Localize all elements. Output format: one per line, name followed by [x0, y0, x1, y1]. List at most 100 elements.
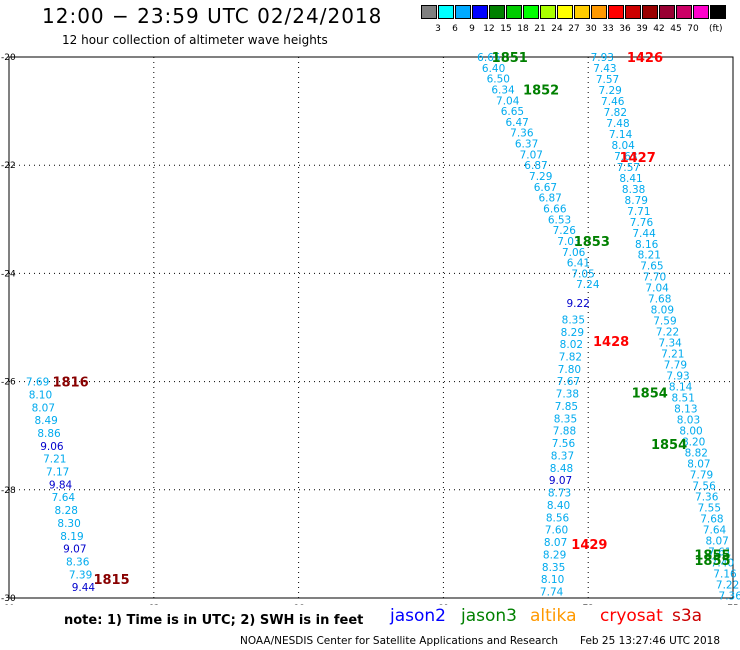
- wave-height-value: 7.93: [666, 371, 689, 383]
- wave-height-value: 8.51: [672, 393, 695, 405]
- legend-swatch: [472, 5, 488, 19]
- lon-label: 63: [148, 604, 159, 605]
- legend-swatch: [438, 5, 454, 19]
- wave-height-value: 7.68: [700, 513, 723, 525]
- legend-label: 42: [653, 24, 665, 34]
- legend-swatch: [557, 5, 573, 19]
- pass-label: 1427: [620, 151, 656, 166]
- wave-height-value: 7.06: [562, 247, 586, 259]
- wave-height-value: 8.20: [682, 436, 705, 448]
- legend-swatch: [523, 5, 539, 19]
- lon-label: 72: [582, 604, 593, 605]
- wave-height-value: 9.06: [40, 441, 64, 453]
- wave-height-value: 8.04: [611, 140, 635, 152]
- legend-label: 70: [687, 24, 699, 34]
- legend-swatch: [540, 5, 556, 19]
- wave-height-value: 7.21: [661, 349, 684, 361]
- legend-swatch: [693, 5, 709, 19]
- wave-height-value: 8.29: [561, 327, 584, 339]
- wave-height-value: 8.07: [705, 535, 728, 547]
- legend-swatch: [659, 5, 675, 19]
- lat-label: -26: [1, 378, 16, 388]
- legend-unit: (ft): [709, 24, 723, 34]
- pass-label: 1851: [492, 51, 528, 66]
- wave-height-value: 8.48: [550, 463, 573, 475]
- wave-height-value: 8.13: [674, 404, 697, 416]
- wave-height-value: 6.41: [567, 258, 590, 270]
- legend-label: 3: [435, 24, 441, 34]
- legend-label: 9: [469, 24, 475, 34]
- wave-height-value: 7.44: [632, 228, 656, 240]
- wave-height-value: 7.56: [692, 480, 716, 492]
- wave-height-value: 6.66: [543, 203, 567, 215]
- pass-label: 1426: [627, 51, 663, 66]
- wave-height-value: 8.40: [547, 500, 570, 512]
- wave-height-value: 8.82: [685, 447, 708, 459]
- pass-label: 1815: [93, 573, 129, 588]
- lon-label: 66: [293, 604, 305, 605]
- wave-height-value: 7.21: [43, 454, 66, 466]
- wave-height-value: 8.56: [546, 512, 570, 524]
- wave-height-value: 8.30: [57, 518, 80, 530]
- legend-s3a: s3a: [672, 606, 703, 626]
- pass-label: 1429: [571, 538, 607, 553]
- wave-height-value: 7.39: [69, 569, 92, 581]
- wave-height-value: 6.40: [482, 63, 505, 75]
- wave-height-value: 7.55: [698, 502, 721, 514]
- wave-height-value: 6.37: [515, 139, 538, 151]
- wave-height-value: 7.67: [557, 376, 580, 388]
- lat-label: -22: [1, 161, 16, 171]
- wave-height-value: 6.53: [548, 214, 571, 226]
- wave-height-value: 6.65: [477, 52, 500, 64]
- legend-swatch: [591, 5, 607, 19]
- note-text: note: 1) Time is in UTC; 2) SWH is in fe…: [64, 613, 364, 628]
- wave-height-value: 6.65: [501, 106, 524, 118]
- legend-cryosat: cryosat: [600, 606, 663, 626]
- wave-height-value: 7.26: [553, 225, 577, 237]
- lon-label: 60: [3, 604, 15, 605]
- wave-height-value: 6.87: [538, 193, 561, 205]
- legend-swatch: [506, 5, 522, 19]
- wave-height-value: 8.79: [625, 195, 648, 207]
- wave-height-value: 8.03: [677, 415, 700, 427]
- wave-height-value: 7.82: [604, 107, 627, 119]
- wave-height-value: 7.38: [556, 389, 579, 401]
- wave-height-value: 7.82: [559, 351, 582, 363]
- wave-height-value: 7.29: [598, 85, 621, 97]
- wave-height-value: 7.36: [695, 491, 719, 503]
- wave-height-value: 7.88: [553, 426, 576, 438]
- wave-height-value: 7.22: [716, 579, 739, 591]
- wave-height-value: 7.04: [496, 95, 520, 107]
- lat-label: -24: [1, 269, 16, 279]
- footer-timestamp: Feb 25 13:27:46 UTC 2018: [580, 635, 720, 647]
- legend-label: 15: [500, 24, 512, 34]
- wave-height-value: 7.34: [658, 338, 682, 350]
- wave-height-value: 8.35: [562, 314, 585, 326]
- wave-height-value: 7.05: [571, 268, 594, 280]
- wave-height-value: 7.43: [593, 63, 616, 75]
- wave-height-value: 7.63: [614, 151, 637, 163]
- legend-label: 21: [534, 24, 546, 34]
- legend-label: 45: [670, 24, 682, 34]
- wave-height-value: 7.93: [591, 52, 614, 64]
- wave-height-value: 7.64: [52, 492, 76, 504]
- wave-height-value: 7.85: [555, 401, 578, 413]
- legend-swatch: [574, 5, 590, 19]
- wave-height-value: 8.49: [34, 415, 57, 427]
- legend-swatch: [642, 5, 658, 19]
- wave-height-value: 7.79: [664, 360, 687, 372]
- wave-height-value: 9.22: [566, 298, 589, 310]
- wave-height-value: 8.00: [679, 426, 702, 438]
- wave-height-value: 7.59: [653, 316, 676, 328]
- pass-label: 1853: [574, 235, 610, 250]
- legend-jason3: jason3: [461, 606, 517, 626]
- footer-credit: NOAA/NESDIS Center for Satellite Applica…: [240, 635, 558, 647]
- wave-height-value: 8.07: [32, 402, 55, 414]
- wave-height-value: 7.71: [627, 206, 650, 218]
- wave-height-value: 8.41: [619, 173, 642, 185]
- wave-height-value: 8.09: [651, 305, 674, 317]
- wave-height-value: 8.02: [560, 339, 583, 351]
- wave-height-value: 7.65: [640, 261, 663, 273]
- legend-jason2: jason2: [390, 606, 446, 626]
- wave-height-value: 8.16: [635, 239, 659, 251]
